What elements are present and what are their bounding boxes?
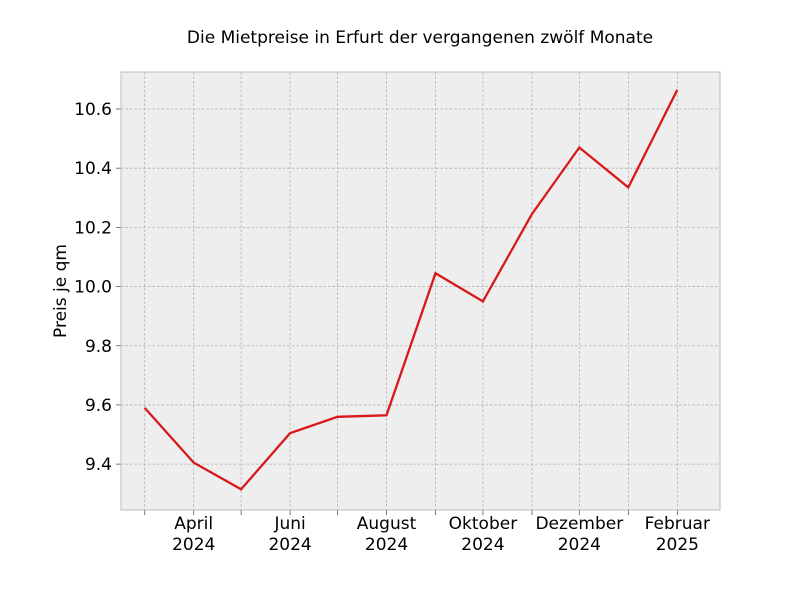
data-point bbox=[337, 416, 339, 418]
data-point bbox=[144, 407, 146, 409]
y-tick-label: 9.4 bbox=[85, 455, 112, 475]
data-point bbox=[676, 89, 678, 91]
data-point bbox=[240, 488, 242, 490]
y-tick-label: 10.0 bbox=[74, 278, 112, 298]
x-tick-label-year: 2024 bbox=[558, 535, 601, 555]
x-tick-label-month: April bbox=[174, 514, 213, 534]
x-tick-label-month: Juni bbox=[273, 514, 305, 534]
x-tick-label-year: 2024 bbox=[172, 535, 215, 555]
data-point bbox=[289, 432, 291, 434]
series-line bbox=[143, 89, 679, 491]
y-tick-label: 10.6 bbox=[74, 100, 112, 120]
plot-frame bbox=[120, 71, 721, 511]
y-tick-label: 10.2 bbox=[74, 218, 112, 238]
y-tick-label: 9.6 bbox=[85, 396, 112, 416]
x-axis-labels: April2024Juni2024August2024Oktober2024De… bbox=[172, 514, 710, 555]
y-tick-label: 10.4 bbox=[74, 159, 112, 179]
chart-title: Die Mietpreise in Erfurt der vergangenen… bbox=[187, 28, 653, 48]
x-tick-label-month: Oktober bbox=[449, 514, 518, 534]
y-tick-label: 9.8 bbox=[85, 337, 112, 357]
x-tick-label-year: 2025 bbox=[656, 535, 699, 555]
data-point bbox=[531, 213, 533, 215]
data-point bbox=[386, 414, 388, 416]
data-point bbox=[193, 462, 195, 464]
y-axis-labels: 9.4 9.6 9.8 10.0 10.2 10.4 10.6 bbox=[74, 100, 112, 475]
x-tick-label-month: Dezember bbox=[535, 514, 623, 534]
data-point bbox=[482, 300, 484, 302]
data-point bbox=[435, 272, 437, 274]
x-tick-label-year: 2024 bbox=[268, 535, 311, 555]
axis-ticks bbox=[116, 108, 678, 515]
x-tick-label-month: Februar bbox=[645, 514, 710, 534]
data-point bbox=[627, 186, 629, 188]
grid-lines bbox=[121, 72, 720, 510]
x-tick-label-year: 2024 bbox=[365, 535, 408, 555]
x-tick-label-year: 2024 bbox=[461, 535, 504, 555]
series-layer bbox=[143, 89, 679, 491]
y-axis-title: Preis je qm bbox=[51, 244, 71, 338]
plot-area bbox=[121, 72, 720, 510]
data-point bbox=[578, 146, 580, 148]
x-tick-label-month: August bbox=[357, 514, 417, 534]
